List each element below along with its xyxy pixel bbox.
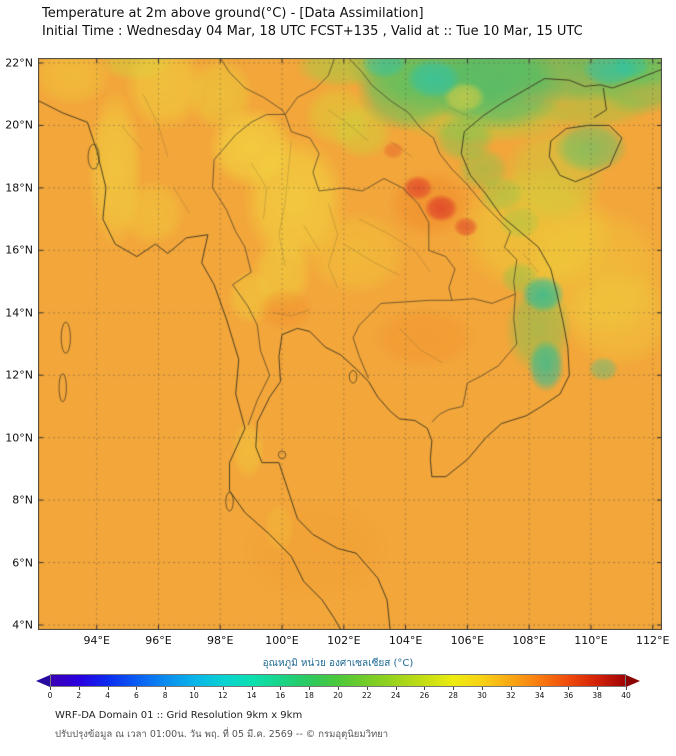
lon-tick-label: 110°E [574, 634, 608, 647]
colorbar-tick-mark [222, 687, 224, 690]
colorbar: อุณหภูมิ หน่วย องศาเซลเซียส (°C) 0 2 4 6 8 10… [36, 656, 640, 702]
colorbar-tick-mark [626, 687, 627, 690]
colorbar-tick-label: 12 [218, 691, 228, 700]
lon-tick-label: 108°E [512, 634, 546, 647]
colorbar-tick-mark [107, 687, 109, 690]
colorbar-tick-mark [568, 687, 570, 690]
colorbar-tick-mark [251, 687, 253, 690]
lat-tick-label: 8°N [12, 493, 33, 507]
lon-tick-label: 94°E [83, 634, 110, 647]
lat-tick-label: 14°N [5, 306, 33, 320]
lat-tick-label: 16°N [5, 243, 33, 257]
colorbar-tick-mark [78, 687, 80, 690]
lon-tick-label: 98°E [207, 634, 234, 647]
lon-tick-label: 104°E [388, 634, 423, 647]
lon-tick-label: 96°E [145, 634, 172, 647]
lat-tick-label: 20°N [5, 118, 33, 132]
lat-tick-label: 6°N [12, 556, 33, 570]
colorbar-tick-mark [539, 687, 541, 690]
colorbar-under-arrow [36, 674, 50, 687]
colorbar-tick-label: 18 [304, 691, 314, 700]
colorbar-tick-mark [280, 687, 282, 690]
colorbar-ticks: 0 2 4 6 8 10 12 14 16 18 20 22 24 26 28 30 32 34 36 38 40 [36, 687, 640, 702]
colorbar-tick-label: 0 [47, 691, 53, 700]
colorbar-tick-mark [136, 687, 138, 690]
temperature-field-canvas [38, 58, 662, 630]
colorbar-tick-label: 4 [105, 691, 110, 700]
colorbar-tick-label: 34 [534, 691, 545, 700]
colorbar-tick-mark [338, 687, 339, 690]
lat-tick-label: 18°N [5, 181, 33, 195]
colorbar-tick-mark [194, 687, 195, 690]
lat-tick-label: 22°N [5, 56, 33, 70]
lat-tick-label: 4°N [12, 618, 33, 632]
colorbar-tick-label: 32 [506, 691, 516, 700]
colorbar-tick-label: 10 [189, 691, 199, 700]
colorbar-tick-label: 24 [390, 691, 401, 700]
footer-domain-info: WRF-DA Domain 01 :: Grid Resolution 9km … [55, 710, 303, 721]
colorbar-tick-label: 36 [563, 691, 574, 700]
colorbar-tick-mark [395, 687, 397, 690]
colorbar-tick-mark [50, 687, 51, 690]
colorbar-tick-label: 30 [477, 691, 487, 700]
colorbar-label: อุณหภูมิ หน่วย องศาเซลเซียส (°C) [262, 658, 414, 669]
colorbar-gradient [36, 674, 640, 687]
lon-tick-label: 106°E [450, 634, 485, 647]
colorbar-tick-mark [453, 687, 455, 690]
lat-tick-label: 12°N [5, 368, 33, 382]
colorbar-tick-mark [366, 687, 368, 690]
colorbar-tick-label: 14 [246, 691, 257, 700]
colorbar-tick-mark [482, 687, 483, 690]
lon-tick-label: 112°E [635, 634, 670, 647]
colorbar-tick-mark [309, 687, 311, 690]
lon-tick-label: 100°E [265, 634, 299, 647]
colorbar-tick-label: 26 [419, 691, 430, 700]
lon-tick-label: 102°E [327, 634, 361, 647]
colorbar-tick-label: 20 [333, 691, 343, 700]
footer-update-info: ปรับปรุงข้อมูล ณ เวลา 01:00น. วัน พฤ. ที… [55, 729, 389, 740]
colorbar-bar [50, 674, 626, 687]
map-plot-area: 22°N 20°N 18°N 16°N 14°N 12°N 10°N 8°N 6°N 4°N 94°… [5, 56, 669, 647]
colorbar-tick-label: 8 [162, 691, 168, 700]
map-title: Temperature at 2m above ground(°C) - [Da… [42, 6, 424, 21]
colorbar-over-arrow [626, 674, 640, 687]
colorbar-tick-label: 40 [621, 691, 631, 700]
colorbar-tick-mark [165, 687, 167, 690]
map-subtitle: Initial Time : Wednesday 04 Mar, 18 UTC … [42, 24, 583, 39]
colorbar-tick-mark [597, 687, 599, 690]
colorbar-tick-label: 22 [362, 691, 372, 700]
colorbar-tick-label: 2 [76, 691, 82, 700]
colorbar-tick-label: 38 [592, 691, 602, 700]
colorbar-tick-label: 16 [275, 691, 286, 700]
colorbar-tick-mark [510, 687, 512, 690]
colorbar-tick-label: 28 [448, 691, 458, 700]
lat-tick-label: 10°N [5, 431, 33, 445]
colorbar-tick-mark [424, 687, 426, 690]
colorbar-tick-label: 6 [134, 691, 139, 700]
